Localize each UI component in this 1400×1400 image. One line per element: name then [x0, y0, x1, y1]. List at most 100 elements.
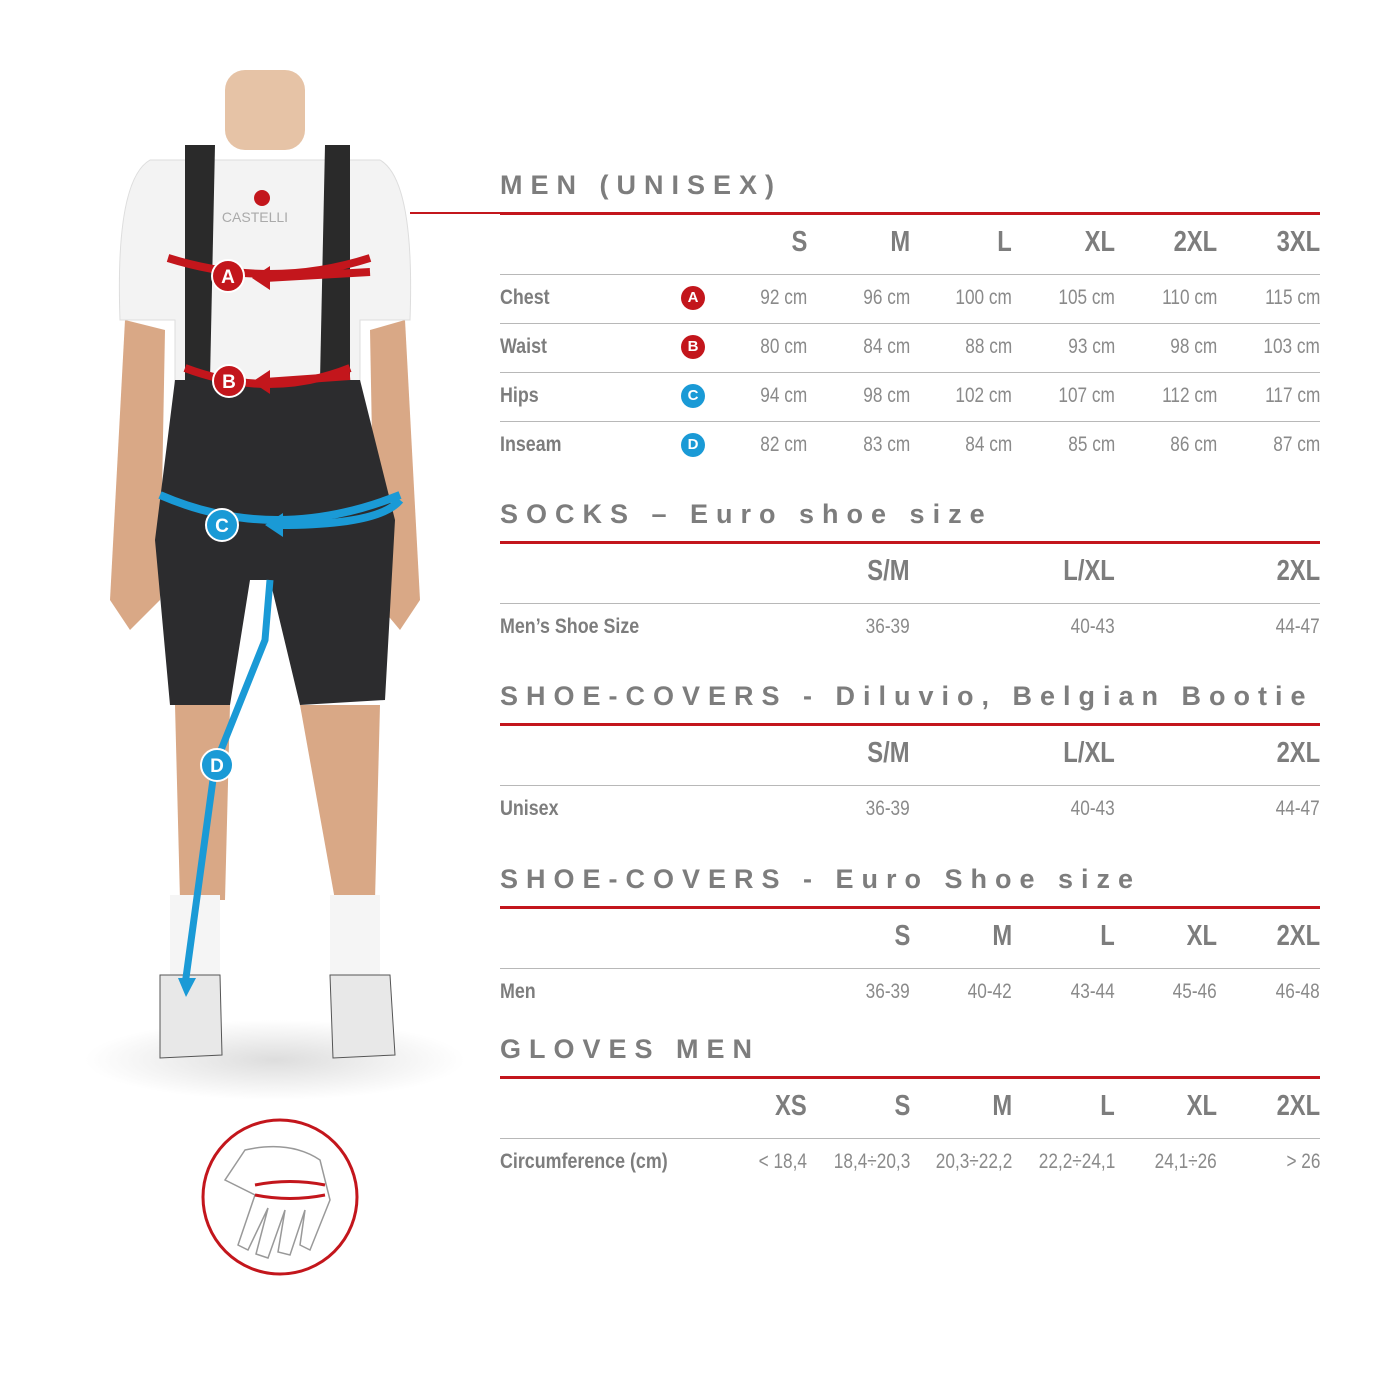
section-divider [500, 906, 1320, 909]
size-column-header: L [1100, 1090, 1115, 1122]
size-value: 115 cm [1264, 286, 1320, 309]
size-value: 36-39 [865, 615, 910, 638]
size-value: 40-42 [967, 980, 1012, 1003]
size-value: 44-47 [1275, 797, 1320, 820]
row-label: Men [500, 980, 536, 1003]
section-divider [500, 723, 1320, 726]
marker-c-icon: C [205, 508, 239, 542]
size-value: 80 cm [760, 335, 807, 358]
size-column-header: 2XL [1276, 555, 1320, 587]
size-column-header: M [890, 226, 910, 258]
row-divider [500, 1138, 1320, 1139]
size-column-header: S/M [867, 737, 910, 769]
row-divider [500, 785, 1320, 786]
row-divider [500, 372, 1320, 373]
size-value: > 26 [1285, 1150, 1320, 1173]
section-title: GLOVES MEN [500, 1034, 761, 1064]
marker-d-badge-icon: D [681, 433, 705, 457]
section-title: SHOE-COVERS - Diluvio, Belgian Bootie [500, 681, 1314, 711]
row-label: Inseam [500, 433, 562, 456]
marker-d-icon: D [200, 748, 234, 782]
size-column-header: M [992, 1090, 1012, 1122]
size-value: 94 cm [760, 384, 807, 407]
svg-text:C: C [215, 516, 229, 537]
size-column-header: 2XL [1276, 920, 1320, 952]
row-label: Hips [500, 384, 539, 407]
row-label: Chest [500, 286, 550, 309]
size-value: 102 cm [955, 384, 1012, 407]
size-value: 87 cm [1273, 433, 1320, 456]
size-value: 40-43 [1070, 615, 1115, 638]
size-value: 107 cm [1058, 384, 1115, 407]
marker-a-badge-icon: A [681, 286, 705, 310]
size-value: 83 cm [863, 433, 910, 456]
size-value: 36-39 [865, 797, 910, 820]
size-column-header: L/XL [1063, 737, 1115, 769]
size-value: 98 cm [1170, 335, 1217, 358]
size-column-header: L/XL [1063, 555, 1115, 587]
size-value: 105 cm [1058, 286, 1115, 309]
row-label: Circumference (cm) [500, 1150, 668, 1173]
row-label: Unisex [500, 797, 559, 820]
size-value: 82 cm [760, 433, 807, 456]
cyclist-figure-illustration: CASTELLI A B C D [85, 70, 465, 1276]
size-value: 85 cm [1068, 433, 1115, 456]
size-column-header: L [997, 226, 1012, 258]
size-value: 45-46 [1172, 980, 1217, 1003]
size-value: 18,4÷20,3 [833, 1150, 910, 1173]
size-value: 46-48 [1275, 980, 1320, 1003]
marker-c-badge-icon: C [681, 384, 705, 408]
size-column-header: S [791, 226, 807, 258]
size-value: 24,1÷26 [1154, 1150, 1217, 1173]
hand-circumference-icon [201, 1118, 359, 1276]
section-title: SOCKS – Euro shoe size [500, 499, 993, 529]
size-column-header: S/M [867, 555, 910, 587]
size-value: 96 cm [863, 286, 910, 309]
size-column-header: L [1100, 920, 1115, 952]
section-title: MEN (UNISEX) [500, 170, 783, 200]
size-column-header: 2XL [1276, 1090, 1320, 1122]
size-column-header: XL [1186, 920, 1217, 952]
row-divider [500, 323, 1320, 324]
size-column-header: M [992, 920, 1012, 952]
size-value: 36-39 [865, 980, 910, 1003]
marker-a-icon: A [211, 259, 245, 293]
shirt-brand-logo: CASTELLI [222, 209, 288, 225]
size-value: 110 cm [1161, 286, 1217, 309]
section-divider [500, 541, 1320, 544]
section-divider [500, 212, 1320, 215]
svg-text:D: D [210, 756, 224, 777]
section-divider [500, 1076, 1320, 1079]
row-label: Men’s Shoe Size [500, 615, 640, 638]
size-value: 40-43 [1070, 797, 1115, 820]
size-value: 92 cm [760, 286, 807, 309]
marker-b-icon: B [212, 364, 246, 398]
marker-b-badge-icon: B [681, 335, 705, 359]
size-value: 100 cm [955, 286, 1012, 309]
size-column-header: XL [1084, 226, 1115, 258]
size-value: 103 cm [1263, 335, 1320, 358]
size-column-header: XL [1186, 1090, 1217, 1122]
size-value: 84 cm [863, 335, 910, 358]
size-value: 84 cm [965, 433, 1012, 456]
size-value: 93 cm [1068, 335, 1115, 358]
svg-text:B: B [222, 372, 236, 393]
row-divider [500, 968, 1320, 969]
size-value: 98 cm [863, 384, 910, 407]
size-value: < 18,4 [758, 1150, 807, 1173]
svg-text:A: A [221, 267, 235, 288]
size-value: 112 cm [1161, 384, 1217, 407]
chest-leader-line [410, 212, 500, 214]
size-value: 117 cm [1264, 384, 1320, 407]
size-value: 86 cm [1170, 433, 1217, 456]
size-value: 44-47 [1275, 615, 1320, 638]
row-divider [500, 421, 1320, 422]
size-value: 20,3÷22,2 [935, 1150, 1012, 1173]
section-title: SHOE-COVERS - Euro Shoe size [500, 864, 1142, 894]
size-value: 88 cm [965, 335, 1012, 358]
row-divider [500, 603, 1320, 604]
size-value: 43-44 [1070, 980, 1115, 1003]
size-column-header: S [894, 920, 910, 952]
size-column-header: 2XL [1276, 737, 1320, 769]
size-column-header: 2XL [1173, 226, 1217, 258]
